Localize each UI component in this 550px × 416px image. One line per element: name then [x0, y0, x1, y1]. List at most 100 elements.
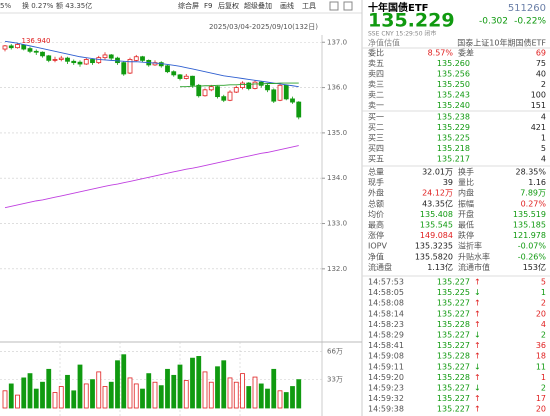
- volume-bar: [83, 383, 89, 409]
- stat-label: 开盘: [458, 209, 474, 219]
- menu-icon[interactable]: [343, 1, 353, 11]
- candle-body: [171, 71, 177, 76]
- candle-body: [83, 59, 89, 65]
- candle-body: [133, 56, 139, 61]
- volume-bar: [133, 383, 139, 409]
- trade-direction: ↓: [474, 331, 481, 340]
- candle-body: [271, 89, 277, 102]
- order-price: 135.260: [437, 59, 470, 68]
- stat-value: 135.519: [513, 210, 546, 219]
- volume-bar: [202, 371, 208, 409]
- volume-bar: [240, 373, 245, 409]
- stat-value: 135.185: [513, 221, 546, 230]
- candle-body: [102, 54, 108, 59]
- trade-price: 135.227: [437, 299, 470, 308]
- moving-average: [180, 82, 299, 88]
- volume-bar: [140, 388, 145, 409]
- candle-body: [208, 86, 214, 91]
- trade-time: 14:58:41: [368, 341, 404, 350]
- date-range: 2025/03/04-2025/09/10(132日): [209, 23, 318, 31]
- y-tick-label: 135.0: [327, 129, 347, 137]
- trade-size: 1: [541, 288, 546, 297]
- candle-body: [2, 45, 8, 50]
- candle-body: [265, 84, 270, 91]
- toolbar-item[interactable]: 工具: [302, 2, 316, 10]
- candle-body: [96, 57, 102, 64]
- toolbar-item[interactable]: F9: [204, 2, 212, 10]
- price-change: -0.302: [479, 17, 508, 27]
- order-level: 买二: [368, 123, 384, 132]
- stat-value: 7.89万: [520, 189, 546, 198]
- stat-label: 流通盘: [368, 262, 392, 272]
- trade-time: 14:58:14: [368, 309, 404, 318]
- stat-label: 换手: [458, 167, 474, 177]
- toolbar-item[interactable]: 后复权: [218, 1, 239, 10]
- trade-price: 135.227: [437, 405, 470, 414]
- bid-ratio-label: 委差: [458, 48, 474, 58]
- menu-icon[interactable]: [329, 1, 339, 11]
- candle-body: [240, 82, 245, 88]
- stat-value: 153亿: [523, 262, 546, 272]
- candle-body: [90, 59, 95, 64]
- candle-body: [215, 86, 220, 98]
- security-title: 十年国债ETF: [368, 1, 428, 14]
- trade-price: 135.227: [437, 384, 470, 393]
- stat-label: 内盘: [458, 188, 474, 198]
- stat-label: 溢折率: [458, 241, 482, 251]
- volume-bar: [171, 374, 177, 409]
- trade-time: 14:59:11: [368, 362, 404, 371]
- volume-bar: [127, 377, 133, 409]
- order-level: 买五: [368, 155, 384, 164]
- candle-body: [65, 57, 70, 62]
- trade-time: 14:58:05: [368, 288, 404, 297]
- volume-bar: [196, 356, 202, 409]
- stat-label: 现手: [368, 177, 384, 187]
- trade-time: 14:59:20: [368, 373, 404, 382]
- toolbar-item[interactable]: 超级叠加: [244, 1, 272, 10]
- trade-price: 135.227: [437, 309, 470, 318]
- stat-value: 39: [443, 178, 453, 187]
- volume-bar: [290, 386, 295, 409]
- volume-bar: [40, 381, 45, 409]
- stat-value: 1.13亿: [427, 262, 453, 272]
- bid-ratio-label: 委比: [368, 48, 384, 58]
- y-tick-label: 136.0: [327, 84, 347, 92]
- volume-bar: [177, 364, 183, 409]
- stat-value: 135.5820: [415, 252, 453, 261]
- order-price: 135.250: [437, 80, 470, 89]
- candle-body: [277, 84, 283, 101]
- order-level: 卖四: [368, 70, 384, 79]
- volume-bar: [96, 371, 102, 409]
- stat-value: 121.978: [513, 231, 546, 240]
- bid-ratio-value: 8.57%: [428, 49, 454, 58]
- trade-direction: ↑: [474, 320, 481, 329]
- stat-value: 32.01万: [422, 168, 453, 177]
- volume-bar: [183, 380, 189, 409]
- order-size: 4: [541, 155, 546, 164]
- volume-bar: [271, 368, 277, 409]
- volume-bar: [65, 374, 70, 409]
- volume-bar: [33, 388, 39, 409]
- stat-value: 1.16: [528, 178, 546, 187]
- trade-direction: ↑: [474, 405, 481, 414]
- order-size: 75: [536, 59, 546, 68]
- toolbar-item[interactable]: 画线: [280, 1, 294, 10]
- volume-bar: [108, 381, 114, 409]
- candle-body: [33, 50, 39, 53]
- candle-body: [40, 51, 45, 57]
- stat-label: 最高: [368, 220, 384, 230]
- order-level: 卖二: [368, 91, 384, 100]
- toolbar-item[interactable]: 综合屏: [178, 1, 199, 10]
- stat-value: 135.545: [420, 221, 453, 230]
- candle-body: [165, 65, 170, 73]
- volume-tick-label: 33万: [327, 376, 343, 384]
- trade-price: 135.228: [437, 320, 470, 329]
- candle-body: [183, 75, 189, 79]
- trade-size: 20: [536, 405, 546, 414]
- candle-body: [127, 59, 133, 74]
- order-size: 2: [541, 80, 546, 89]
- trade-time: 14:59:38: [368, 405, 404, 414]
- trade-direction: ↑: [474, 341, 481, 350]
- volume-bar: [252, 376, 258, 409]
- candle-body: [58, 57, 64, 60]
